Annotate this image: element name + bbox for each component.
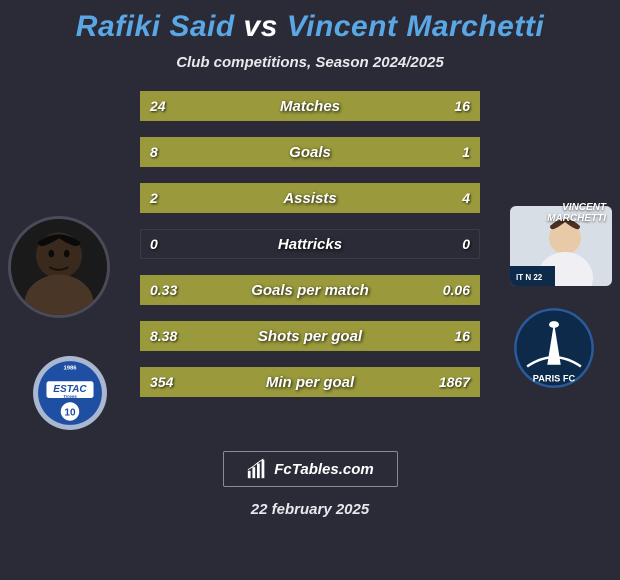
badge-text: PARIS FC xyxy=(533,374,576,384)
brand-text: FcTables.com xyxy=(274,461,373,478)
value-right: 0 xyxy=(452,229,480,259)
value-left: 354 xyxy=(140,367,183,397)
bar-fill-right xyxy=(252,183,480,213)
player1-photo xyxy=(8,216,110,318)
value-right: 1867 xyxy=(429,367,480,397)
bar-fill-left xyxy=(140,137,412,167)
badge-bottom: 10 xyxy=(64,408,76,419)
stat-row: 3541867Min per goal xyxy=(140,367,480,397)
chart-icon xyxy=(246,458,268,480)
stat-row: 8.3816Shots per goal xyxy=(140,321,480,351)
value-right: 16 xyxy=(444,91,480,121)
value-right: 4 xyxy=(452,183,480,213)
badge-sub: Troyes xyxy=(63,394,77,399)
value-left: 2 xyxy=(140,183,168,213)
value-left: 8.38 xyxy=(140,321,187,351)
brand-badge: FcTables.com xyxy=(223,451,398,487)
value-left: 0 xyxy=(140,229,168,259)
value-left: 24 xyxy=(140,91,176,121)
stat-row: 2416Matches xyxy=(140,91,480,121)
value-right: 16 xyxy=(444,321,480,351)
title-vs: vs xyxy=(244,10,278,43)
player1-club-badge: 1986 ESTAC Troyes 10 xyxy=(20,351,120,435)
stat-bars: 2416Matches81Goals24Assists00Hattricks0.… xyxy=(140,91,480,413)
metric-label: Hattricks xyxy=(140,229,480,259)
title-player1: Rafiki Said xyxy=(76,10,235,43)
page-title: Rafiki Said vs Vincent Marchetti xyxy=(0,0,620,44)
value-right: 0.06 xyxy=(433,275,480,305)
stat-row: 24Assists xyxy=(140,183,480,213)
player2-name-overlay: VINCENT MARCHETTI xyxy=(516,203,606,224)
subtitle: Club competitions, Season 2024/2025 xyxy=(0,54,620,71)
badge-year: 1986 xyxy=(63,365,77,371)
paris-fc-badge-icon: PARIS FC xyxy=(504,306,604,390)
stat-row: 81Goals xyxy=(140,137,480,167)
stat-row: 0.330.06Goals per match xyxy=(140,275,480,305)
value-left: 0.33 xyxy=(140,275,187,305)
date: 22 february 2025 xyxy=(0,501,620,518)
comparison-stage: 1986 ESTAC Troyes 10 IT N 22 VINCENT MAR… xyxy=(0,91,620,441)
stat-row: 0 0Hattricks xyxy=(140,229,480,259)
value-right: 1 xyxy=(452,137,480,167)
estac-troyes-badge-icon: 1986 ESTAC Troyes 10 xyxy=(20,351,120,435)
player1-photo-placeholder xyxy=(11,219,107,315)
title-player2: Vincent Marchetti xyxy=(287,10,544,43)
value-left: 8 xyxy=(140,137,168,167)
svg-text:IT N 22: IT N 22 xyxy=(516,273,543,282)
player2-club-badge: PARIS FC xyxy=(504,306,604,390)
